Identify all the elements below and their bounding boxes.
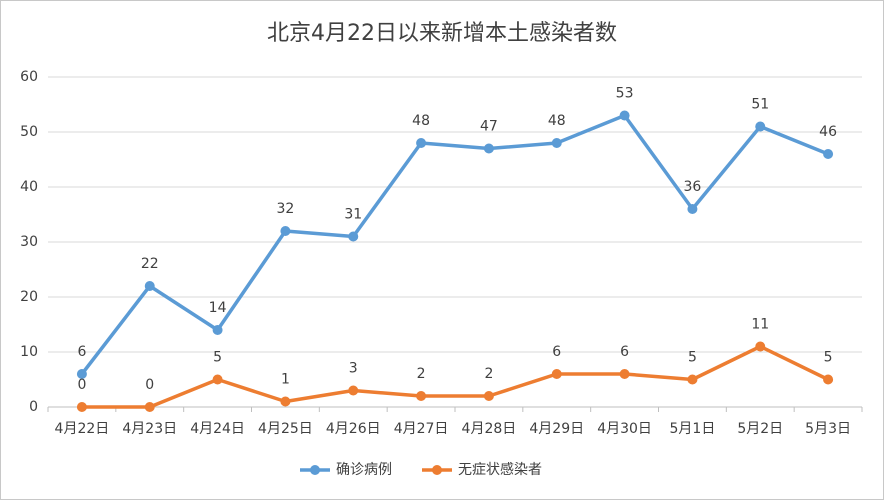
data-label: 0 (77, 377, 86, 393)
x-tick-label: 5月3日 (805, 421, 851, 437)
y-tick-label: 10 (20, 344, 38, 360)
data-point (144, 281, 155, 291)
x-tick-label: 5月2日 (737, 421, 783, 437)
data-point (212, 374, 223, 385)
data-label: 51 (751, 97, 769, 113)
data-point (76, 402, 87, 412)
data-label: 53 (616, 86, 634, 102)
x-tick-label: 4月26日 (326, 421, 381, 437)
data-point (212, 325, 223, 335)
data-label: 48 (548, 113, 566, 129)
y-tick-label: 60 (20, 69, 38, 85)
data-label: 2 (417, 366, 426, 382)
data-point (280, 396, 291, 407)
series-line (81, 344, 829, 409)
data-label: 6 (620, 344, 629, 360)
x-tick-label: 4月27日 (394, 421, 449, 437)
data-point (551, 369, 562, 379)
series-line (80, 113, 829, 376)
data-point (755, 121, 766, 132)
data-point (348, 385, 359, 396)
y-tick-label: 40 (20, 179, 38, 195)
x-tick-label: 4月22日 (55, 421, 110, 437)
data-label: 6 (552, 344, 561, 360)
legend-marker (310, 465, 320, 475)
data-label: 5 (688, 350, 697, 366)
legend-label: 无症状感染者 (458, 461, 542, 478)
chart-title: 北京4月22日以来新增本土感染者数 (267, 21, 617, 46)
data-label: 14 (209, 300, 227, 316)
y-tick-label: 30 (20, 234, 38, 250)
y-tick-label: 50 (20, 124, 38, 140)
data-point (823, 374, 834, 385)
data-label: 48 (412, 113, 430, 129)
legend: 确诊病例 无症状感染者 (300, 461, 542, 478)
data-label: 2 (484, 366, 493, 382)
x-tick-label: 4月23日 (122, 421, 177, 437)
data-point (619, 369, 630, 379)
y-tick-label: 20 (20, 289, 38, 305)
data-point (687, 374, 698, 385)
data-label: 46 (819, 124, 837, 140)
data-point (416, 391, 427, 401)
x-tick-label: 4月28日 (462, 421, 517, 437)
data-label: 5 (213, 350, 222, 366)
legend-marker (432, 465, 442, 475)
legend-label: 确诊病例 (336, 462, 392, 478)
data-point (619, 110, 630, 121)
data-point (483, 143, 494, 154)
data-label: 6 (77, 344, 86, 360)
x-tick-label: 4月30日 (597, 421, 652, 437)
data-label: 0 (145, 377, 154, 393)
data-label: 5 (824, 350, 833, 366)
data-point (755, 341, 766, 352)
data-point (823, 149, 834, 159)
x-tick-label: 4月29日 (529, 421, 584, 437)
data-label: 31 (344, 207, 362, 223)
data-point (348, 231, 359, 242)
data-point (144, 402, 155, 412)
data-point (483, 391, 494, 401)
x-tick-label: 5月1日 (670, 421, 716, 437)
data-point (280, 226, 291, 236)
data-point (687, 204, 698, 214)
x-tick-label: 4月25日 (258, 421, 313, 437)
data-label: 11 (751, 317, 769, 333)
data-label: 36 (684, 179, 702, 195)
data-point (76, 369, 87, 379)
data-label: 22 (141, 256, 159, 272)
x-tick-label: 4月24日 (190, 421, 245, 437)
data-label: 47 (480, 119, 498, 135)
data-label: 32 (277, 201, 295, 217)
data-point (551, 138, 562, 148)
data-label: 3 (349, 361, 358, 377)
data-point (416, 138, 427, 148)
y-tick-label: 0 (29, 399, 38, 415)
data-label: 1 (281, 372, 290, 388)
